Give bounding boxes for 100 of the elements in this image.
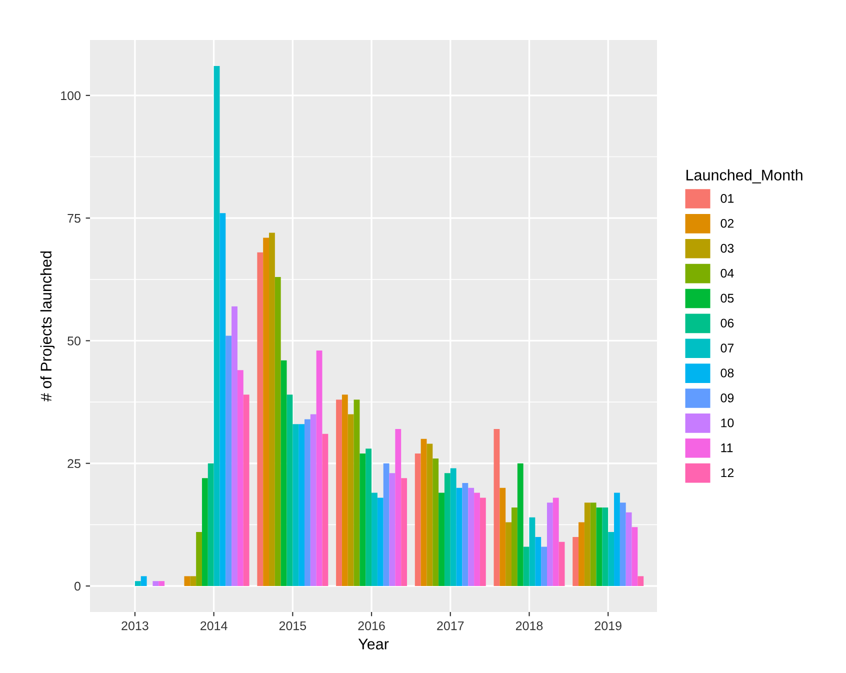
bar [414,454,421,586]
bar [444,473,450,586]
bar [535,536,542,586]
legend-label: 08 [720,368,734,378]
bar [372,492,378,586]
bar [584,502,590,586]
legend-label: 10 [721,418,734,428]
bar [322,434,328,586]
bar [360,454,366,586]
legend-label: 02 [720,218,734,228]
bar [286,394,293,586]
bar [456,488,462,586]
bar [316,350,322,586]
bar [220,213,226,586]
legend-label: 01 [720,194,734,203]
bar [578,522,584,586]
bar [506,522,512,586]
legend-label: 11 [721,444,733,452]
bar [626,512,632,586]
bar [614,492,620,586]
x-tick-label: 2015 [279,621,306,630]
bar [420,438,427,586]
bar [269,232,275,586]
bar [468,488,474,586]
bar [426,444,433,586]
bar [226,336,232,586]
legend-label: 04 [720,268,734,278]
bar [354,400,360,586]
bar [232,306,238,586]
legend-label: 07 [720,344,734,352]
bar [517,463,524,586]
bar [474,492,480,586]
bar [208,463,214,586]
bar [366,448,372,586]
bar [158,581,165,586]
bar [552,498,559,586]
legend-label: 06 [720,318,734,328]
y-tick-label: 0 [74,582,80,591]
bar [274,276,281,586]
bar [590,502,596,586]
y-axis-title: # of Projects launched [40,251,55,402]
bar [608,532,614,586]
bar [377,498,384,586]
x-tick-label: 2019 [594,621,622,630]
bar [389,473,396,586]
bar [190,576,196,586]
bar [304,419,310,586]
bar [257,252,264,586]
bar [596,508,602,586]
bar [263,238,270,586]
bar [632,527,638,586]
bar [202,478,208,586]
bar [401,478,408,586]
bar [620,502,626,586]
bar [541,546,547,586]
bar [572,536,579,586]
bar [310,414,316,586]
bar [184,576,190,586]
legend-label: 09 [720,394,734,402]
bar [602,508,608,586]
bar [480,498,486,586]
bar [512,508,518,586]
bar [462,482,468,586]
y-tick-label: 25 [68,459,80,468]
bar [336,400,342,586]
bar [395,429,402,586]
bar [237,370,244,586]
bar [432,458,439,586]
bar [450,468,456,586]
x-tick-label: 2018 [516,621,543,630]
bar [140,576,147,586]
legend-label: 03 [720,244,734,253]
bar [348,414,354,586]
x-tick-label: 2014 [200,621,228,630]
legend-label: 12 [721,468,734,478]
bar [529,517,536,586]
bar [438,492,444,586]
bar [523,546,530,586]
x-tick-label: 2016 [358,621,385,630]
bar [494,429,500,586]
bar [196,532,202,586]
bar [342,394,348,586]
bar [546,502,553,586]
y-tick-label: 100 [61,91,80,100]
bar [214,66,220,586]
y-tick-label: 75 [68,214,80,223]
bar [500,488,506,586]
x-axis-title: Year [358,638,389,650]
bar [243,394,250,586]
bar [638,576,644,586]
x-tick-label: 2013 [122,621,148,630]
bar [134,581,141,586]
bar [383,463,390,586]
y-tick-label: 50 [68,336,80,346]
x-tick-label: 2017 [437,621,464,630]
bar [152,581,159,586]
bar [558,542,565,586]
bar [280,360,287,586]
legend-title: Launched_Month [686,169,802,184]
legend-label: 05 [720,294,734,303]
